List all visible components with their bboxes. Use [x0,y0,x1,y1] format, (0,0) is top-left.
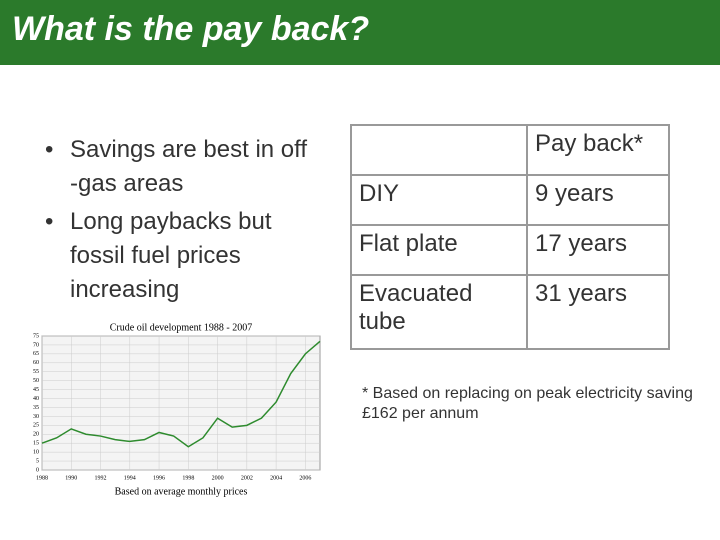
y-tick-label: 20 [33,432,39,438]
y-tick-label: 40 [33,396,39,402]
plot-area [41,335,321,471]
x-tick-label: 2000 [212,475,224,481]
table-row: Flat plate 17 years [350,224,670,276]
empty-cell [350,124,528,176]
y-tick-label: 25 [33,423,39,429]
chart-title: Crude oil development 1988 - 2007 [110,322,252,333]
y-tick-label: 0 [36,467,39,473]
y-tick-label: 5 [36,458,39,464]
y-tick-label: 30 [33,414,39,420]
y-tick-label: 10 [33,450,39,456]
payback-table: Pay back* DIY 9 years Flat plate 17 years Ev… [350,124,670,350]
bullet-line: fossil fuel prices [70,242,241,269]
x-tick-label: 1990 [65,475,77,481]
slide-title: What is the pay back? [12,10,370,48]
bullet-line: Savings are best in off [70,136,308,163]
table-cell: 9 years [526,174,670,226]
table-header: Pay back* [526,124,670,176]
bullet-line: increasing [70,276,180,303]
y-tick-label: 50 [33,378,39,384]
table-cell: Evacuated tube [350,274,528,350]
x-tick-label: 2004 [270,475,282,481]
header-bar: What is the pay back? [0,0,720,65]
y-tick-label: 75 [33,333,39,339]
x-tick-label: 2002 [241,475,253,481]
y-tick-label: 55 [33,369,39,375]
x-tick-label: 1994 [124,475,136,481]
table-row: DIY 9 years [350,174,670,226]
y-tick-label: 65 [33,351,39,357]
x-tick-label: 1996 [153,475,165,481]
x-tick-label: 1988 [36,475,48,481]
y-tick-label: 60 [33,360,39,366]
table-cell: Flat plate [350,224,528,276]
table-cell: 31 years [526,274,670,350]
y-tick-label: 45 [33,387,39,393]
y-tick-label: 70 [33,342,39,348]
x-tick-label: 1998 [182,475,194,481]
bullet-line: Long paybacks but [70,208,272,235]
table-row: Evacuated tube 31 years [350,274,670,350]
x-tick-label: 2006 [299,475,311,481]
y-tick-label: 35 [33,405,39,411]
bullet-line: -gas areas [70,170,184,197]
bullet-dot: • [45,208,54,235]
x-axis-label: Based on average monthly prices [115,486,248,497]
price-line [41,340,321,448]
footnote: * Based on replacing on peak electricity… [362,385,693,422]
table-cell: 17 years [526,224,670,276]
table-cell: DIY [350,174,528,226]
y-tick-label: 15 [33,441,39,447]
x-tick-label: 1992 [95,475,107,481]
bullet-dot: • [45,136,54,163]
